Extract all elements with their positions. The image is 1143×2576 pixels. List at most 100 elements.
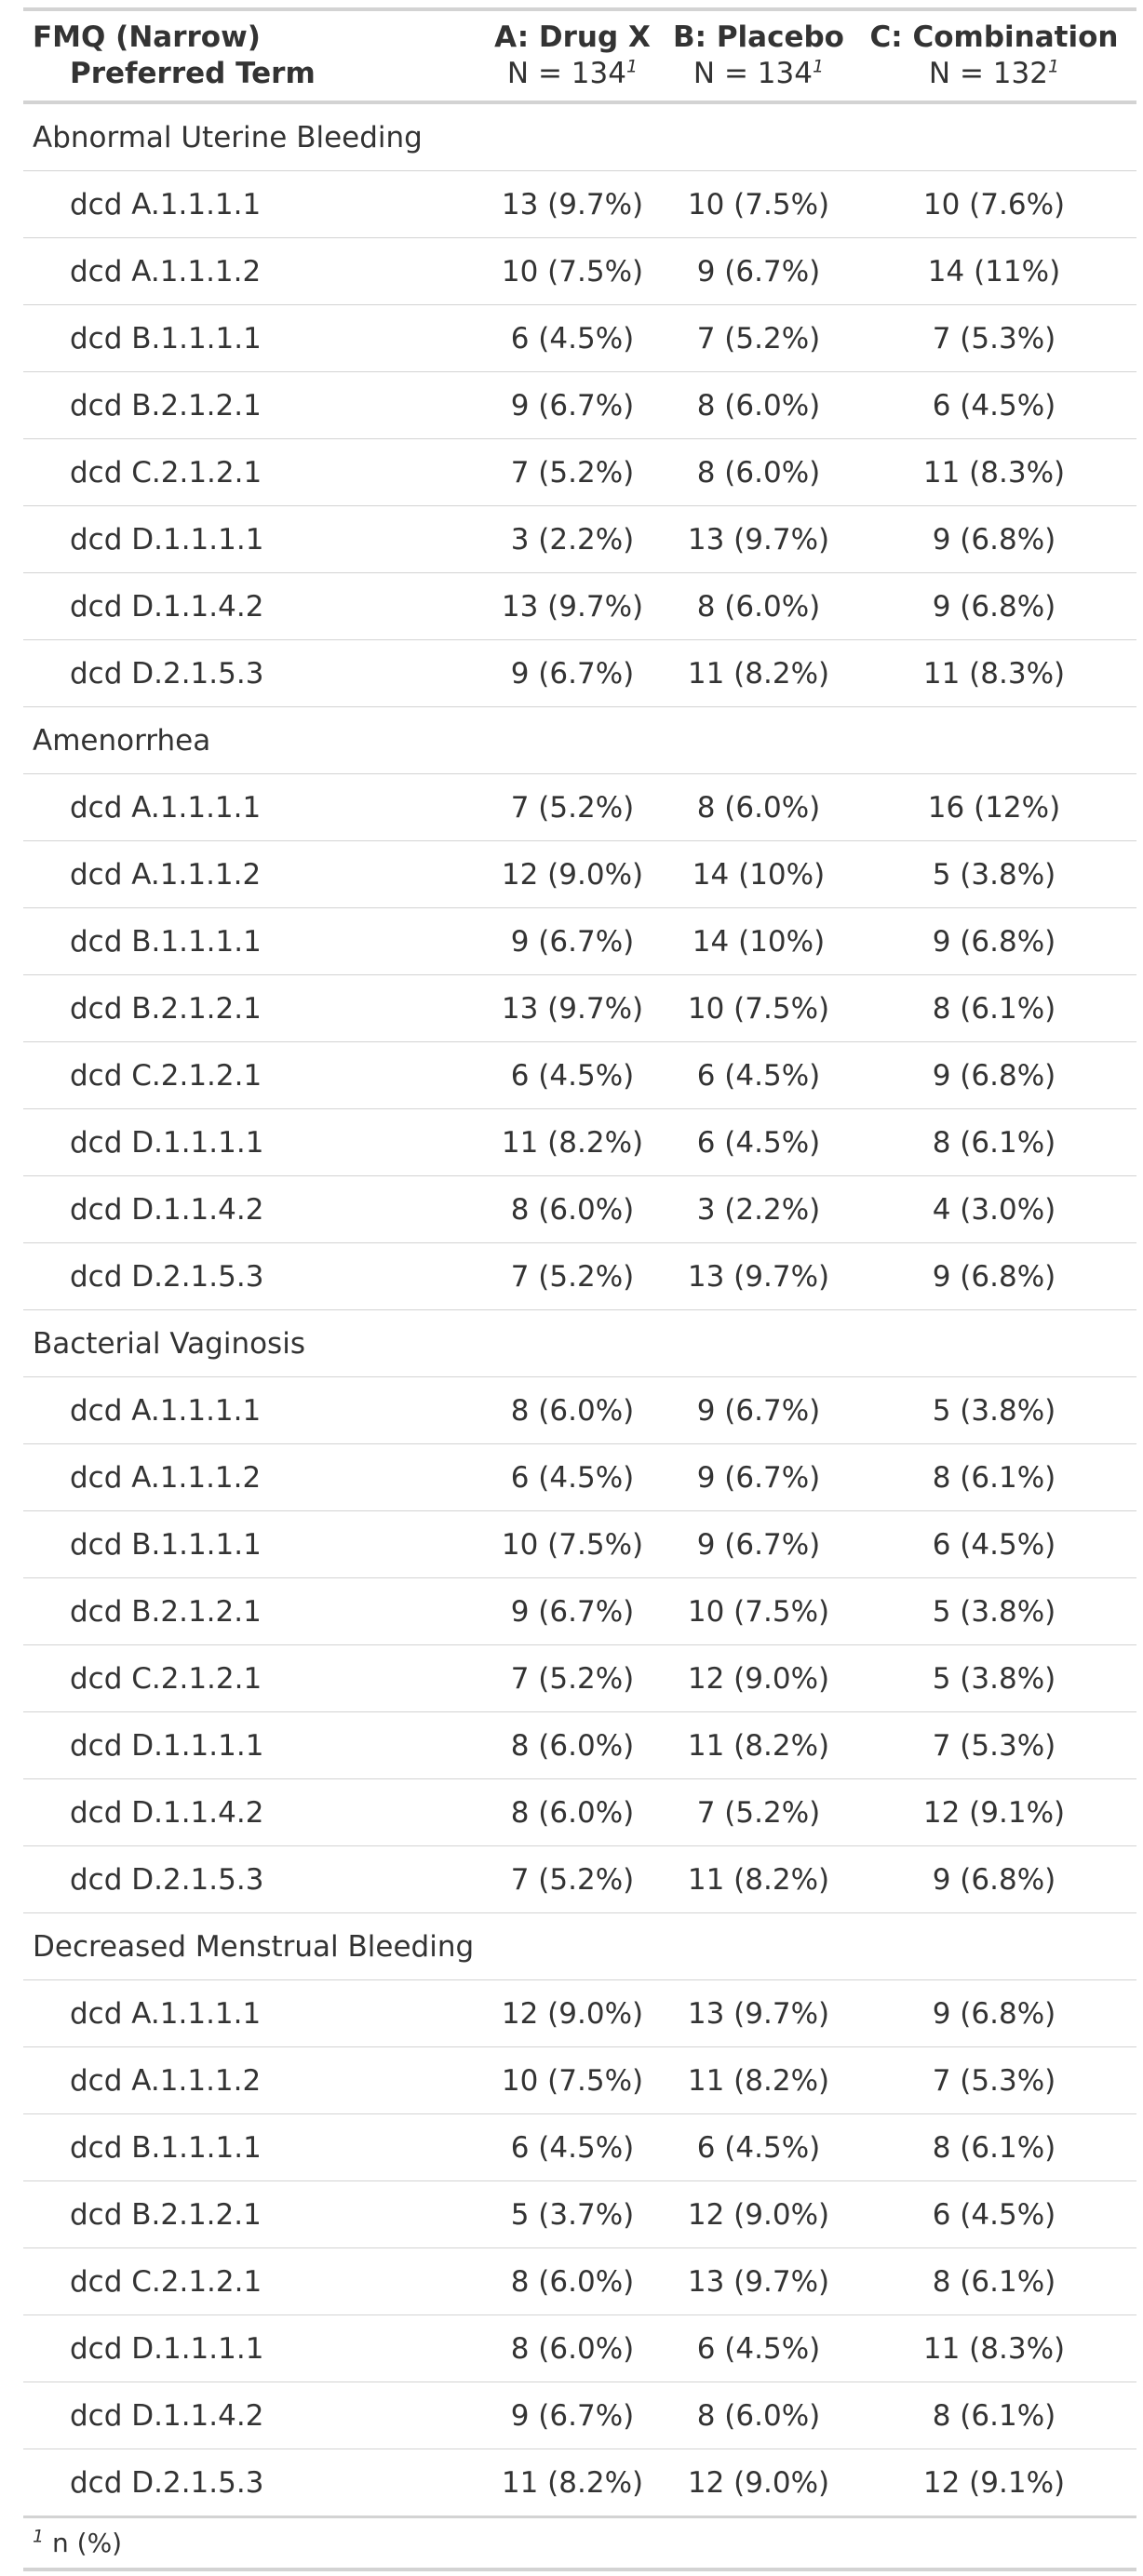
count-cell: 9 (6.7%) (479, 371, 666, 439)
table-row: dcd A.1.1.1.1 13 (9.7%) 10 (7.5%) 10 (7.6%) (23, 170, 1136, 238)
preferred-term-cell: dcd B.1.1.1.1 (23, 2113, 479, 2181)
count-cell: 10 (7.5%) (479, 237, 666, 305)
footnote-mark: 1 (33, 2526, 45, 2547)
count-cell: 10 (7.5%) (666, 1577, 852, 1645)
preferred-term-cell: dcd A.1.1.1.1 (23, 1979, 479, 2047)
preferred-term-cell: dcd B.2.1.2.1 (23, 2180, 479, 2248)
table-row: dcd A.1.1.1.1 12 (9.0%) 13 (9.7%) 9 (6.8%) (23, 1979, 1136, 2047)
count-cell: 14 (10%) (666, 840, 852, 908)
count-cell: 12 (9.0%) (479, 840, 666, 908)
arm-a-n-label: N = 134 (506, 57, 626, 90)
count-cell: 12 (9.1%) (852, 2449, 1136, 2518)
table-row: dcd B.2.1.2.1 9 (6.7%) 10 (7.5%) 5 (3.8%) (23, 1577, 1136, 1645)
term-column-header: FMQ (Narrow) Preferred Term (23, 7, 479, 104)
group-row: Decreased Menstrual Bleeding (23, 1912, 1136, 1980)
arm-c-n-label: N = 132 (928, 57, 1048, 90)
count-cell: 6 (4.5%) (479, 304, 666, 372)
count-cell: 6 (4.5%) (852, 2180, 1136, 2248)
count-cell: 13 (9.7%) (666, 2247, 852, 2315)
count-cell: 11 (8.3%) (852, 438, 1136, 506)
count-cell: 8 (6.0%) (666, 572, 852, 640)
table-row: dcd D.1.1.1.1 11 (8.2%) 6 (4.5%) 8 (6.1%) (23, 1108, 1136, 1176)
preferred-term-cell: dcd B.1.1.1.1 (23, 1510, 479, 1578)
arm-a-title: A: Drug X (494, 20, 651, 54)
arm-c-column-header: C: Combination N = 1321 (852, 7, 1136, 104)
count-cell: 6 (4.5%) (666, 2314, 852, 2382)
count-cell: 4 (3.0%) (852, 1175, 1136, 1243)
count-cell: 5 (3.8%) (852, 840, 1136, 908)
count-cell: 7 (5.3%) (852, 304, 1136, 372)
arm-c-n: N = 1321 (852, 56, 1136, 92)
group-label: Bacterial Vaginosis (23, 1309, 1136, 1377)
table-row: dcd B.2.1.2.1 5 (3.7%) 12 (9.0%) 6 (4.5%) (23, 2180, 1136, 2248)
arm-a-n: N = 1341 (479, 56, 666, 92)
count-cell: 8 (6.1%) (852, 1443, 1136, 1511)
table-footer: 1 n (%) (23, 2516, 1136, 2571)
table-row: dcd D.1.1.1.1 8 (6.0%) 6 (4.5%) 11 (8.3%) (23, 2314, 1136, 2382)
count-cell: 9 (6.8%) (852, 1845, 1136, 1913)
table-row: dcd B.1.1.1.1 6 (4.5%) 6 (4.5%) 8 (6.1%) (23, 2113, 1136, 2181)
group-row: Bacterial Vaginosis (23, 1309, 1136, 1377)
count-cell: 9 (6.7%) (479, 2381, 666, 2449)
preferred-term-cell: dcd D.1.1.1.1 (23, 505, 479, 573)
count-cell: 11 (8.2%) (666, 1845, 852, 1913)
count-cell: 9 (6.8%) (852, 505, 1136, 573)
footnote-row: 1 n (%) (23, 2516, 1136, 2571)
count-cell: 11 (8.2%) (666, 1711, 852, 1779)
count-cell: 6 (4.5%) (479, 1443, 666, 1511)
table-row: dcd A.1.1.1.2 12 (9.0%) 14 (10%) 5 (3.8%) (23, 840, 1136, 908)
count-cell: 5 (3.7%) (479, 2180, 666, 2248)
count-cell: 8 (6.0%) (479, 1376, 666, 1444)
preferred-term-cell: dcd D.1.1.1.1 (23, 1108, 479, 1176)
count-cell: 11 (8.2%) (479, 2449, 666, 2518)
table-row: dcd D.2.1.5.3 7 (5.2%) 11 (8.2%) 9 (6.8%) (23, 1845, 1136, 1913)
count-cell: 6 (4.5%) (666, 1041, 852, 1109)
count-cell: 12 (9.0%) (479, 1979, 666, 2047)
arm-b-n: N = 1341 (666, 56, 852, 92)
count-cell: 10 (7.5%) (479, 1510, 666, 1578)
count-cell: 9 (6.7%) (666, 1443, 852, 1511)
table-row: dcd D.1.1.4.2 13 (9.7%) 8 (6.0%) 9 (6.8%) (23, 572, 1136, 640)
count-cell: 6 (4.5%) (666, 2113, 852, 2181)
count-cell: 13 (9.7%) (479, 974, 666, 1042)
count-cell: 9 (6.7%) (666, 1510, 852, 1578)
footnote-marker: 1 (812, 56, 825, 77)
table-row: dcd A.1.1.1.1 7 (5.2%) 8 (6.0%) 16 (12%) (23, 773, 1136, 841)
summary-table-container: FMQ (Narrow) Preferred Term A: Drug X N … (23, 7, 1136, 2571)
group-label: Decreased Menstrual Bleeding (23, 1912, 1136, 1980)
table-row: dcd C.2.1.2.1 6 (4.5%) 6 (4.5%) 9 (6.8%) (23, 1041, 1136, 1109)
count-cell: 12 (9.0%) (666, 2449, 852, 2518)
preferred-term-cell: dcd B.2.1.2.1 (23, 974, 479, 1042)
count-cell: 6 (4.5%) (479, 1041, 666, 1109)
preferred-term-cell: dcd A.1.1.1.1 (23, 1376, 479, 1444)
count-cell: 9 (6.8%) (852, 1041, 1136, 1109)
count-cell: 10 (7.5%) (666, 974, 852, 1042)
count-cell: 7 (5.2%) (479, 773, 666, 841)
count-cell: 16 (12%) (852, 773, 1136, 841)
header-row: FMQ (Narrow) Preferred Term A: Drug X N … (23, 7, 1136, 104)
table-row: dcd A.1.1.1.2 10 (7.5%) 11 (8.2%) 7 (5.3%) (23, 2046, 1136, 2114)
preferred-term-cell: dcd A.1.1.1.1 (23, 170, 479, 238)
count-cell: 5 (3.8%) (852, 1644, 1136, 1712)
table-row: dcd D.2.1.5.3 9 (6.7%) 11 (8.2%) 11 (8.3%) (23, 639, 1136, 707)
count-cell: 12 (9.0%) (666, 2180, 852, 2248)
preferred-term-cell: dcd A.1.1.1.2 (23, 2046, 479, 2114)
count-cell: 9 (6.8%) (852, 572, 1136, 640)
count-cell: 9 (6.8%) (852, 907, 1136, 975)
table-row: dcd C.2.1.2.1 8 (6.0%) 13 (9.7%) 8 (6.1%) (23, 2247, 1136, 2315)
arm-b-title: B: Placebo (673, 20, 844, 54)
count-cell: 9 (6.8%) (852, 1242, 1136, 1310)
fmq-header-label: FMQ (Narrow) (33, 20, 261, 54)
preferred-term-cell: dcd B.2.1.2.1 (23, 1577, 479, 1645)
footnote-marker: 1 (625, 56, 639, 77)
count-cell: 8 (6.0%) (479, 1711, 666, 1779)
count-cell: 8 (6.1%) (852, 2381, 1136, 2449)
count-cell: 8 (6.0%) (666, 773, 852, 841)
table-row: dcd C.2.1.2.1 7 (5.2%) 12 (9.0%) 5 (3.8%) (23, 1644, 1136, 1712)
preferred-term-cell: dcd D.1.1.1.1 (23, 2314, 479, 2382)
count-cell: 8 (6.1%) (852, 1108, 1136, 1176)
count-cell: 3 (2.2%) (479, 505, 666, 573)
count-cell: 10 (7.6%) (852, 170, 1136, 238)
count-cell: 7 (5.2%) (479, 1845, 666, 1913)
preferred-term-cell: dcd A.1.1.1.2 (23, 237, 479, 305)
